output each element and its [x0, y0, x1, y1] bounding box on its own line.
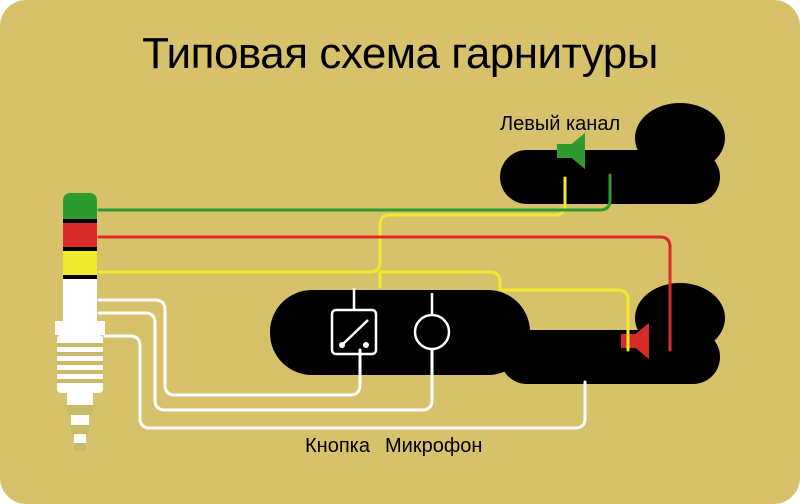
- label-right-channel: Правый канал: [548, 359, 681, 381]
- label-left-channel: Левый канал: [500, 113, 620, 135]
- label-microphone: Микрофон: [385, 435, 482, 457]
- inline-module: [270, 288, 530, 375]
- diagram-svg: Типовая схема гарнитуры Левый канал Правый…: [0, 0, 800, 504]
- label-button: Кнопка: [305, 435, 371, 457]
- diagram-card: Типовая схема гарнитуры Левый канал Правый…: [0, 0, 800, 504]
- diagram-title: Типовая схема гарнитуры: [142, 29, 658, 78]
